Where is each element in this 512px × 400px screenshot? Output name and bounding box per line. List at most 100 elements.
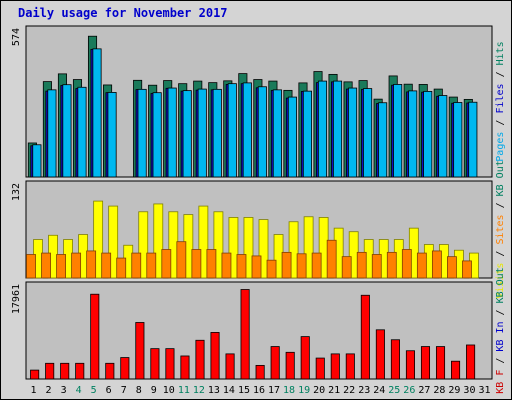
x-tick-label-11: 11 [178,385,190,396]
bar-middle-visits-6 [108,205,119,279]
bar-middle-sites-27 [416,252,427,279]
chart-title: Daily usage for November 2017 [18,6,228,20]
bar-top-pages-4 [77,86,87,178]
x-tick-label-13: 13 [208,385,220,396]
bar-middle-visits-12 [198,205,209,279]
x-tick-label-16: 16 [253,385,265,396]
bar-top-pages-10 [167,87,177,178]
bar-middle-sites-15 [236,254,247,279]
bar-bottom-kb-f-26 [405,350,415,380]
x-tick-label-15: 15 [238,385,250,396]
x-tick-label-5: 5 [91,385,97,396]
bar-bottom-kb-f-18 [285,351,295,380]
x-tick-label-29: 29 [448,385,460,396]
bar-top-pages-26 [408,90,418,178]
bar-top-pages-6 [107,92,117,178]
bar-top-pages-11 [182,90,192,178]
bar-bottom-kb-f-11 [180,355,190,380]
bar-middle-sites-4 [71,252,82,279]
x-tick-label-2: 2 [46,385,52,396]
bar-middle-sites-24 [371,254,382,279]
x-tick-label-8: 8 [136,385,142,396]
bar-middle-visits-16 [258,219,269,279]
bar-middle-visits-8 [138,211,149,279]
bar-top-pages-12 [197,88,207,178]
x-tick-label-6: 6 [106,385,112,396]
bar-bottom-kb-f-4 [75,362,85,380]
bar-bottom-kb-f-25 [390,339,400,380]
x-tick-label-30: 30 [463,385,475,396]
bar-top-pages-3 [62,84,72,178]
x-tick-label-1: 1 [31,385,37,396]
bar-top-pages-28 [438,95,448,178]
bar-bottom-kb-f-15 [240,289,250,380]
x-tick-label-21: 21 [328,385,340,396]
bar-bottom-kb-f-29 [451,360,461,380]
bar-bottom-kb-f-5 [90,293,100,380]
bar-top-pages-13 [212,88,222,178]
bar-top-pages-18 [287,96,297,178]
bar-middle-sites-19 [296,253,307,279]
bar-middle-sites-30 [462,260,472,279]
x-tick-label-9: 9 [151,385,157,396]
bar-top-pages-23 [363,88,373,178]
y-max-label-bottom: 17961 [11,284,22,314]
x-tick-label-23: 23 [358,385,370,396]
bar-middle-sites-5 [86,250,97,279]
bar-middle-sites-25 [386,251,397,279]
bar-middle-sites-7 [116,257,127,279]
y-max-label-top: 574 [11,28,22,46]
x-tick-label-27: 27 [418,385,430,396]
bar-top-pages-29 [453,102,463,178]
bar-bottom-kb-f-30 [466,344,476,380]
bar-middle-visits-15 [243,217,254,279]
bar-middle-visits-9 [153,203,164,279]
series-label-top: Pages / Files / Hits [495,41,506,161]
x-tick-label-17: 17 [268,385,280,396]
x-tick-label-4: 4 [76,385,82,396]
bar-middle-sites-2 [41,252,51,279]
bar-top-pages-20 [317,80,328,178]
bar-bottom-kb-f-8 [135,322,145,380]
bar-top-pages-24 [378,102,388,178]
bar-middle-sites-12 [191,249,202,279]
bar-bottom-kb-f-16 [255,364,265,380]
bar-middle-sites-1 [26,254,36,279]
bar-bottom-kb-f-6 [105,362,115,380]
bar-bottom-kb-f-2 [45,362,55,380]
bar-bottom-kb-f-24 [375,329,385,380]
bar-bottom-kb-f-14 [225,353,235,380]
bar-middle-sites-13 [206,249,217,279]
bar-top-pages-22 [348,87,358,178]
y-max-label-middle: 132 [11,183,22,201]
bar-middle-sites-21 [326,239,337,279]
bar-middle-sites-20 [311,252,322,279]
bar-middle-sites-22 [341,256,352,279]
bar-middle-sites-3 [56,254,66,279]
x-tick-label-25: 25 [388,385,400,396]
bar-bottom-kb-f-21 [330,353,340,380]
bar-top-pages-14 [227,83,237,178]
bar-top-pages-19 [302,90,313,178]
bar-bottom-kb-f-10 [165,348,175,380]
x-tick-label-19: 19 [298,385,310,396]
bar-bottom-kb-f-28 [435,346,446,380]
bar-bottom-kb-f-20 [315,357,325,380]
x-tick-label-24: 24 [373,385,385,396]
bar-top-pages-16 [257,86,267,178]
bar-top-pages-15 [242,82,252,178]
bar-middle-sites-6 [101,252,112,279]
bar-middle-sites-17 [266,259,277,279]
bar-top-pages-9 [152,92,162,178]
bar-middle-visits-19 [303,216,314,279]
bar-bottom-kb-f-3 [60,362,70,380]
bar-middle-sites-29 [447,256,457,279]
x-tick-label-31: 31 [478,385,490,396]
bar-top-pages-5 [92,48,102,178]
x-tick-label-18: 18 [283,385,295,396]
x-tick-label-20: 20 [313,385,325,396]
bar-middle-sites-26 [401,249,412,279]
bar-top-pages-21 [332,80,343,178]
x-tick-label-10: 10 [163,385,175,396]
